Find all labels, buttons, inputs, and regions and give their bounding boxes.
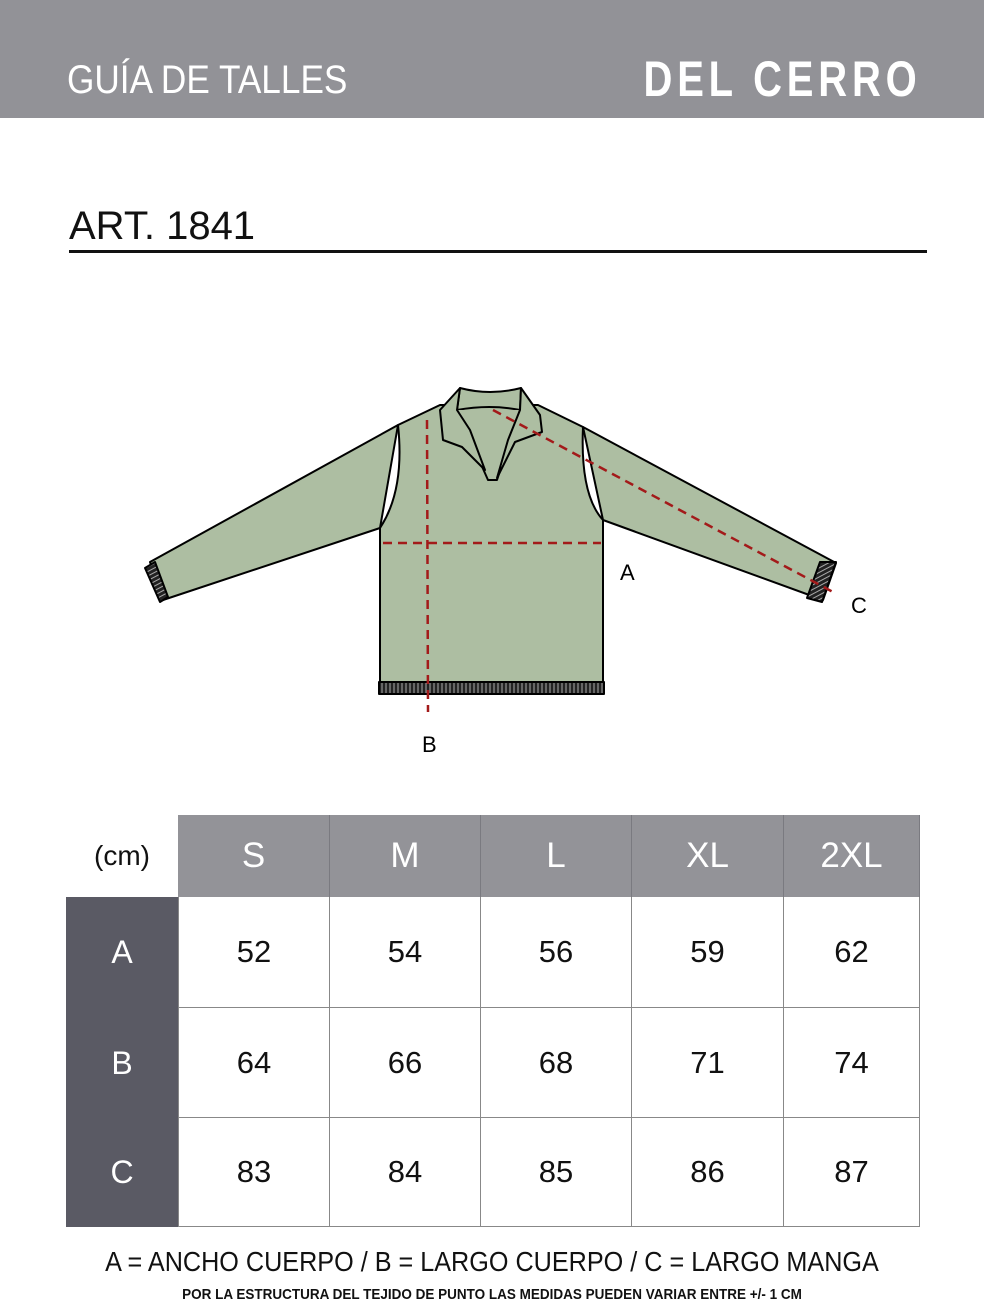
table-cell: 85 <box>481 1118 632 1227</box>
divider <box>69 250 927 253</box>
table-cell: 86 <box>632 1118 784 1227</box>
row-label: C <box>66 1118 178 1227</box>
body <box>379 404 604 691</box>
table-cell: 87 <box>784 1118 920 1227</box>
table-cell: 84 <box>330 1118 481 1227</box>
brand-logo: DEL CERRO <box>643 51 922 107</box>
measure-line-b <box>425 419 430 713</box>
table-cell: 62 <box>784 897 920 1008</box>
table-cell: 59 <box>632 897 784 1008</box>
header-banner: GUÍA DE TALLES DEL CERRO <box>0 0 984 118</box>
table-cell: 68 <box>481 1008 632 1118</box>
measure-legend: A = ANCHO CUERPO / B = LARGO CUERPO / C … <box>105 1246 879 1277</box>
table-cell: 54 <box>330 897 481 1008</box>
size-header: M <box>330 815 481 897</box>
left-sleeve <box>149 424 399 601</box>
size-header: 2XL <box>784 815 920 897</box>
page-title: GUÍA DE TALLES <box>67 58 348 102</box>
table-cell: 83 <box>178 1118 330 1227</box>
measure-line-c <box>492 408 834 594</box>
table-cell: 66 <box>330 1008 481 1118</box>
right-cuff <box>806 561 837 603</box>
garment-diagram: A B C <box>144 387 867 757</box>
table-cell: 52 <box>178 897 330 1008</box>
left-cuff <box>144 561 169 603</box>
left-collar <box>439 387 486 471</box>
tolerance-note: POR LA ESTRUCTURA DEL TEJIDO DE PUNTO LA… <box>182 1286 802 1303</box>
label-b: B <box>422 732 437 757</box>
unit-label: (cm) <box>94 840 150 871</box>
table-cell: 71 <box>632 1008 784 1118</box>
size-header: S <box>178 815 330 897</box>
right-collar <box>496 387 543 479</box>
table-cell: 64 <box>178 1008 330 1118</box>
table-cell: 74 <box>784 1008 920 1118</box>
size-header: L <box>481 815 632 897</box>
label-a: A <box>620 560 635 585</box>
label-c: C <box>851 593 867 618</box>
size-header: XL <box>632 815 784 897</box>
article-number: ART. 1841 <box>69 204 256 248</box>
hem-band <box>378 681 605 695</box>
table-cell: 56 <box>481 897 632 1008</box>
row-label: B <box>66 1008 178 1118</box>
collar-band <box>456 387 522 411</box>
row-label: A <box>66 897 178 1008</box>
